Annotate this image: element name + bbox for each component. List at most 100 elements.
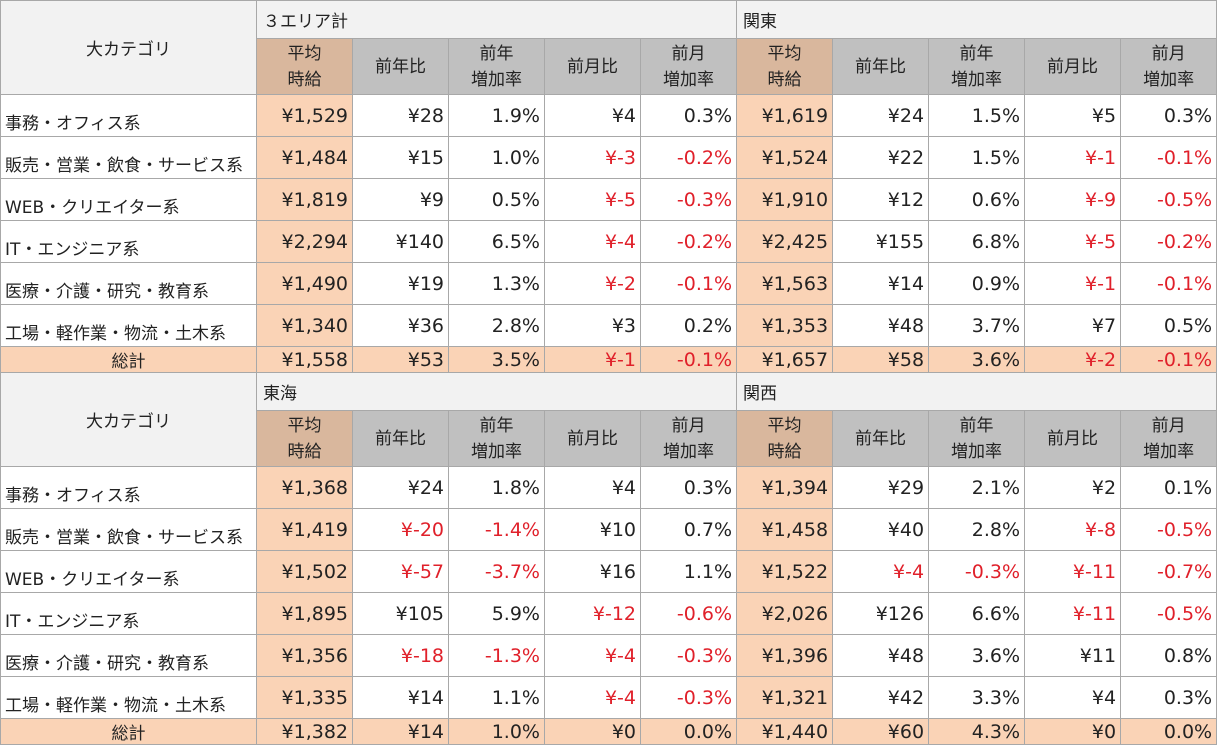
yoy-cell: ¥14 <box>352 676 449 719</box>
header-line: 増加率 <box>471 441 522 462</box>
yoy-rate-cell: 2.1% <box>928 466 1026 509</box>
yoy-cell: ¥53 <box>352 346 449 373</box>
category-cell: 事務・オフィス系 <box>0 94 257 137</box>
table-row: 工場・軽作業・物流・土木系 ¥1,335 ¥14 1.1% ¥-4 -0.3% ¥1,321… <box>0 676 1218 719</box>
table-row: 医療・介護・研究・教育系 ¥1,356 ¥-18 -1.3% ¥-4 -0.3% ¥1,39… <box>0 634 1218 677</box>
yoy-rate-cell: 4.3% <box>928 718 1026 745</box>
yoy-cell: ¥58 <box>832 346 930 373</box>
header-line: 平均 <box>287 415 322 436</box>
avg-wage-cell: ¥1,396 <box>736 634 834 677</box>
total-row: 総計 ¥1,382 ¥14 1.0% ¥0 0.0% ¥1,440 ¥60 4.3% ¥0 0.0% <box>0 718 1218 745</box>
mom-cell: ¥-2 <box>544 262 641 305</box>
table-row: 事務・オフィス系 ¥1,368 ¥24 1.8% ¥4 0.3% ¥1,394 ¥29 2.1%… <box>0 466 1218 509</box>
yoy-rate-cell: 0.6% <box>928 178 1026 221</box>
category-cell: 販売・営業・飲食・サービス系 <box>0 136 257 179</box>
mom-cell: ¥0 <box>544 718 641 745</box>
avg-wage-cell: ¥1,419 <box>256 508 353 551</box>
header-line: 増加率 <box>663 69 715 90</box>
avg-wage-header: 平均 時給 <box>256 38 353 95</box>
mom-rate-cell: 0.8% <box>1120 634 1218 677</box>
table-row: 販売・営業・飲食・サービス系 ¥1,419 ¥-20 -1.4% ¥10 0.7% ¥1,4… <box>0 508 1218 551</box>
mom-cell: ¥10 <box>544 508 641 551</box>
region-title: 東海 <box>255 372 738 411</box>
mom-rate-cell: -0.3% <box>639 178 738 221</box>
header-line: 増加率 <box>1143 441 1195 462</box>
avg-wage-cell: ¥1,910 <box>736 178 834 221</box>
yoy-rate-cell: 1.0% <box>448 136 545 179</box>
mom-rate-cell: 0.5% <box>1120 304 1218 347</box>
avg-wage-cell: ¥2,294 <box>256 220 353 263</box>
mom-cell: ¥2 <box>1024 466 1122 509</box>
avg-wage-cell: ¥1,484 <box>256 136 353 179</box>
yoy-rate-cell: 1.9% <box>448 94 545 137</box>
header-line: 増加率 <box>471 69 522 90</box>
mom-cell: ¥-2 <box>1024 346 1122 373</box>
header-line: 前年 <box>479 43 514 64</box>
category-header: 大カテゴリ <box>0 372 257 467</box>
category-cell: IT・エンジニア系 <box>0 220 257 263</box>
header-line: 増加率 <box>951 69 1003 90</box>
yoy-rate-cell: 5.9% <box>448 592 545 635</box>
yoy-rate-cell: 3.3% <box>928 676 1026 719</box>
avg-wage-cell: ¥1,458 <box>736 508 834 551</box>
yoy-rate-cell: 1.1% <box>448 676 545 719</box>
mom-rate-header: 前月 増加率 <box>1120 38 1218 95</box>
category-cell: IT・エンジニア系 <box>0 592 257 635</box>
avg-wage-cell: ¥1,382 <box>256 718 353 745</box>
avg-wage-cell: ¥1,394 <box>736 466 834 509</box>
category-cell: WEB・クリエイター系 <box>0 178 257 221</box>
mom-rate-header: 前月 増加率 <box>639 410 738 467</box>
header-line: 前月 <box>1151 43 1186 64</box>
category-cell: 工場・軽作業・物流・土木系 <box>0 304 257 347</box>
region-header-row: 大カテゴリ ３エリア計 関東 <box>0 0 1218 95</box>
mom-rate-cell: 0.7% <box>639 508 738 551</box>
header-line: 前年 <box>479 415 514 436</box>
region-title: ３エリア計 <box>255 0 738 39</box>
mom-rate-header: 前月 増加率 <box>1120 410 1218 467</box>
avg-wage-cell: ¥2,425 <box>736 220 834 263</box>
avg-wage-cell: ¥1,353 <box>736 304 834 347</box>
header-line: 時給 <box>767 441 802 462</box>
avg-wage-cell: ¥1,524 <box>736 136 834 179</box>
yoy-rate-cell: -1.3% <box>448 634 545 677</box>
mom-header: 前月比 <box>1024 410 1122 467</box>
mom-rate-cell: 0.3% <box>1120 676 1218 719</box>
avg-wage-cell: ¥1,522 <box>736 550 834 593</box>
mom-rate-cell: 0.2% <box>639 304 738 347</box>
yoy-rate-cell: 1.8% <box>448 466 545 509</box>
mom-rate-cell: -0.2% <box>1120 220 1218 263</box>
avg-wage-cell: ¥1,657 <box>736 346 834 373</box>
yoy-rate-cell: 2.8% <box>928 508 1026 551</box>
mom-cell: ¥7 <box>1024 304 1122 347</box>
yoy-cell: ¥48 <box>832 634 930 677</box>
header-line: 増加率 <box>951 441 1003 462</box>
yoy-rate-cell: 1.0% <box>448 718 545 745</box>
header-line: 時給 <box>767 69 802 90</box>
avg-wage-cell: ¥1,529 <box>256 94 353 137</box>
mom-header: 前月比 <box>544 410 641 467</box>
mom-cell: ¥11 <box>1024 634 1122 677</box>
mom-header: 前月比 <box>1024 38 1122 95</box>
mom-cell: ¥4 <box>544 466 641 509</box>
region-title: 関東 <box>736 0 1218 39</box>
mom-cell: ¥3 <box>544 304 641 347</box>
mom-cell: ¥-4 <box>544 676 641 719</box>
mom-rate-cell: 0.1% <box>1120 466 1218 509</box>
table-row: 工場・軽作業・物流・土木系 ¥1,340 ¥36 2.8% ¥3 0.2% ¥1,353 ¥4… <box>0 304 1218 347</box>
yoy-cell: ¥14 <box>832 262 930 305</box>
yoy-cell: ¥126 <box>832 592 930 635</box>
header-line: 前月 <box>1151 415 1186 436</box>
avg-wage-cell: ¥1,321 <box>736 676 834 719</box>
mom-cell: ¥-1 <box>544 346 641 373</box>
mom-rate-cell: 0.3% <box>1120 94 1218 137</box>
mom-rate-cell: 0.3% <box>639 466 738 509</box>
header-line: 時給 <box>287 69 322 90</box>
yoy-cell: ¥60 <box>832 718 930 745</box>
mom-cell: ¥-9 <box>1024 178 1122 221</box>
mom-cell: ¥-4 <box>544 220 641 263</box>
yoy-header: 前年比 <box>832 38 930 95</box>
mom-cell: ¥5 <box>1024 94 1122 137</box>
avg-wage-cell: ¥1,335 <box>256 676 353 719</box>
yoy-cell: ¥-20 <box>352 508 449 551</box>
